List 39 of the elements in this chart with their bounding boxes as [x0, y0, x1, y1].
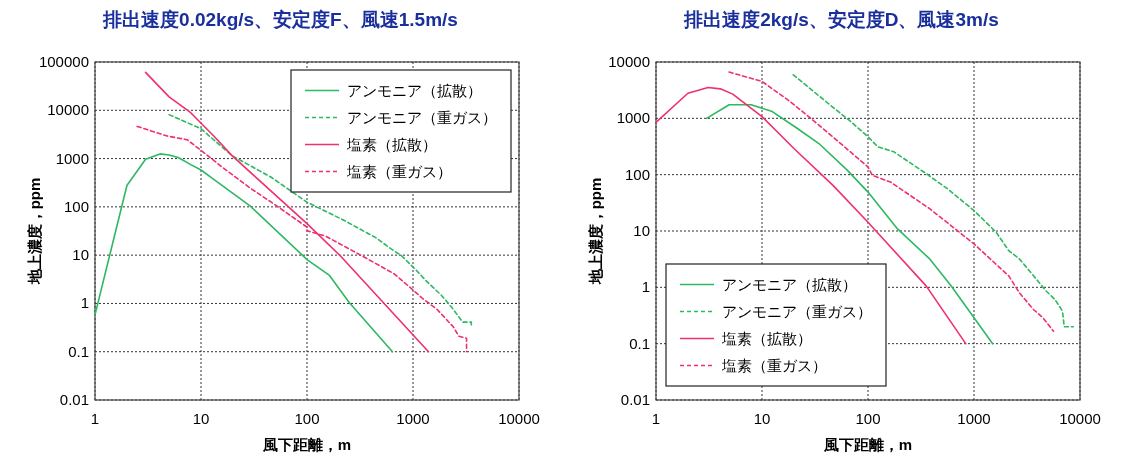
legend-label: アンモニア（重ガス） — [347, 108, 497, 126]
x-tick-label: 100 — [855, 410, 881, 427]
legend-label: 塩素（拡散） — [721, 329, 812, 347]
x-axis-title: 風下距離，m — [261, 436, 352, 453]
y-tick-label: 1 — [80, 294, 89, 312]
x-axis-title: 風下距離，m — [822, 436, 913, 453]
y-tick-label: 100000 — [38, 53, 89, 70]
x-tick-label: 100 — [294, 410, 320, 427]
x-tick-label: 10 — [192, 410, 210, 427]
legend-label: 塩素（重ガス） — [721, 356, 827, 374]
chart-title: 排出速度2kg/s、安定度D、風速3m/s — [683, 9, 999, 30]
legend-label: アンモニア（拡散） — [722, 275, 857, 293]
y-axis-title: 地上濃度，ppm — [26, 177, 43, 286]
y-tick-label: 10000 — [608, 53, 650, 70]
x-tick-label: 1000 — [957, 410, 991, 427]
y-tick-label: 100 — [63, 197, 89, 215]
y-tick-label: 1000 — [616, 109, 650, 127]
x-tick-label: 1 — [90, 410, 100, 427]
x-tick-label: 1 — [651, 410, 661, 427]
y-tick-label: 0.01 — [59, 391, 89, 408]
x-tick-label: 1000 — [396, 410, 430, 427]
legend-label: 塩素（重ガス） — [346, 162, 452, 180]
y-tick-label: 1000 — [55, 149, 89, 167]
legend-label: 塩素（拡散） — [346, 135, 437, 153]
y-tick-label: 1 — [641, 278, 650, 296]
y-axis-title: 地上濃度，ppm — [587, 177, 604, 286]
x-tick-label: 10000 — [1059, 410, 1101, 427]
y-tick-label: 10 — [72, 246, 89, 264]
x-tick-label: 10 — [753, 410, 771, 427]
chart-title: 排出速度0.02kg/s、安定度F、風速1.5m/s — [102, 9, 458, 30]
y-tick-label: 0.1 — [629, 334, 650, 352]
y-tick-label: 0.01 — [620, 391, 650, 408]
y-tick-label: 100 — [624, 165, 650, 183]
y-tick-label: 10 — [633, 222, 650, 239]
legend-label: アンモニア（拡散） — [347, 81, 482, 99]
x-tick-label: 10000 — [498, 410, 540, 427]
y-tick-label: 0.1 — [68, 342, 89, 360]
y-tick-label: 10000 — [47, 101, 89, 119]
legend-label: アンモニア（重ガス） — [722, 302, 872, 320]
